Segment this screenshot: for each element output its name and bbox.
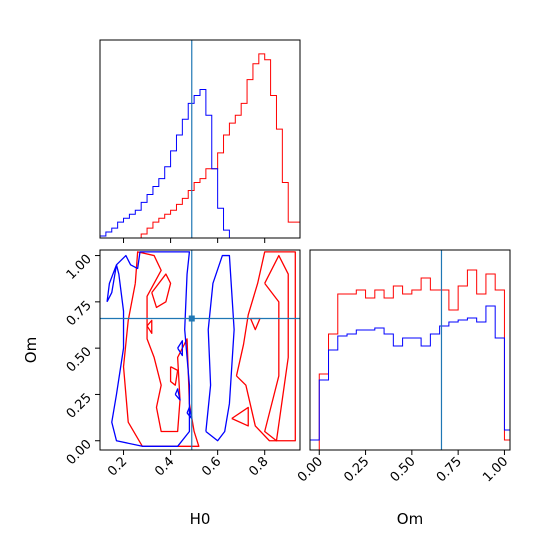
h0-axis-tick-label: 0.4 <box>152 454 177 479</box>
om-histogram-series <box>309 305 511 450</box>
h0-axis-label: H0 <box>190 510 211 528</box>
contour-line <box>151 273 172 309</box>
contour-line <box>249 317 261 331</box>
contour-line <box>177 340 184 357</box>
om-marginal-axis-tick-label: 0.75 <box>434 454 465 485</box>
om-axis-tick-label: 0.75 <box>64 298 95 329</box>
truth-marker <box>188 315 195 322</box>
om-marginal-axis-tick-label: 0.25 <box>341 454 372 485</box>
contour-line <box>264 254 289 442</box>
h0-histogram-series <box>100 53 301 239</box>
om-marginal-axis-label: Om <box>397 510 423 528</box>
contour-frame <box>99 249 301 451</box>
om-marginal-axis-tick-label: 1.00 <box>480 454 511 485</box>
om-marginal-panel: 0.00 0.25 0.50 0.75 1.00 Om <box>295 249 511 528</box>
h0-marginal-panel <box>99 39 301 243</box>
om-histogram-series <box>310 269 511 451</box>
contour-group <box>106 251 296 447</box>
h0-axis-tick-label: 0.8 <box>246 454 271 479</box>
om-axis-tick-label: 1.00 <box>64 252 95 283</box>
om-axis-label: Om <box>22 337 40 363</box>
om-marginal-axis-tick-label: 0.50 <box>388 454 419 485</box>
contour-line <box>169 366 179 386</box>
om-axis-tick-label: 0.25 <box>64 391 95 422</box>
contour-line <box>205 254 235 442</box>
om-marginal-axis-tick-label: 0.00 <box>295 454 326 485</box>
contour-line <box>186 406 193 420</box>
h0-histogram-series <box>99 89 300 239</box>
contour-line <box>122 251 200 447</box>
h0-marginal-frame <box>99 39 301 239</box>
contour-line <box>231 406 249 427</box>
contour-line <box>146 319 153 334</box>
contour-line <box>106 251 191 447</box>
om-axis-tick-label: 0.50 <box>64 344 95 375</box>
h0-om-contour-panel: 0.2 0.4 0.6 0.8 0.00 0.25 0.50 0.75 1.00 H0 Om <box>22 249 301 528</box>
om-marginal-frame <box>309 249 511 451</box>
om-axis-tick-label: 0.00 <box>64 437 95 468</box>
h0-axis-tick-label: 0.6 <box>199 454 224 479</box>
contour-line <box>174 388 181 401</box>
h0-axis-tick-label: 0.2 <box>105 454 130 479</box>
contour-line <box>235 251 296 442</box>
